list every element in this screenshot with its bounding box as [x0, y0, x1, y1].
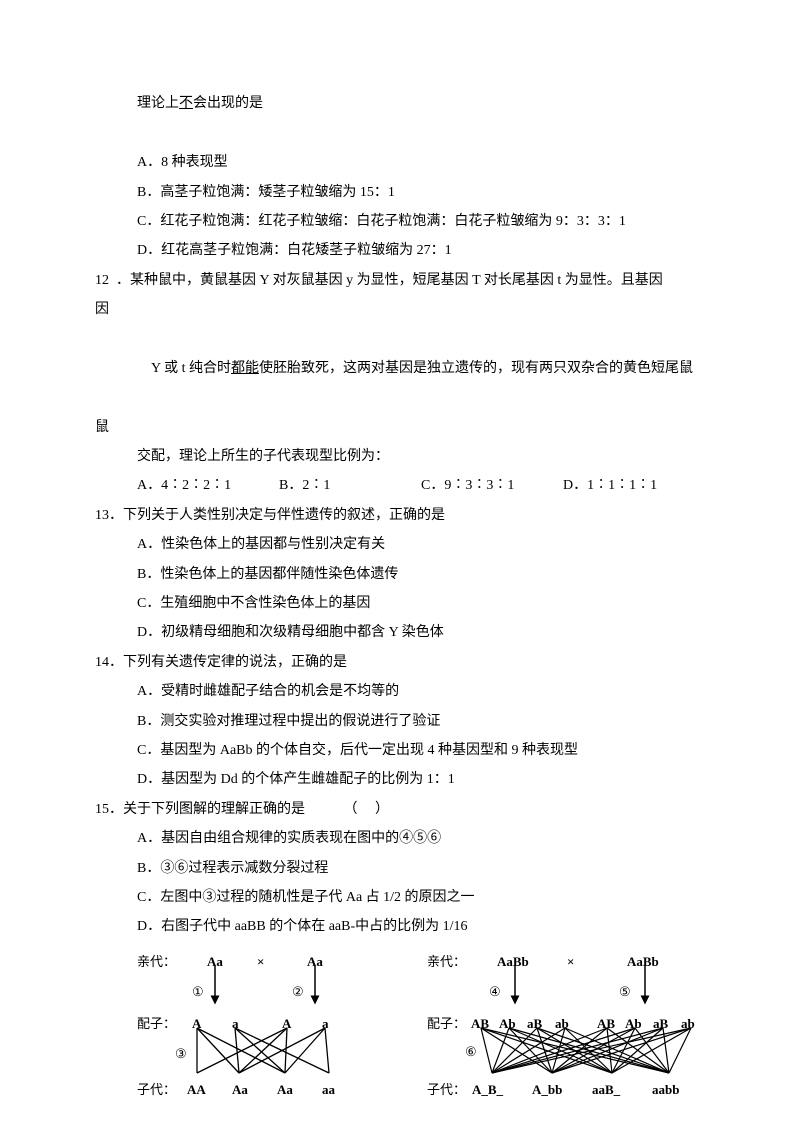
q15-opt-a: A．基因自由组合规律的实质表现在图中的④⑤⑥	[95, 824, 705, 853]
q-prev-opt-b: B．高茎子粒饱满：矮茎子粒皱缩为 15：1	[95, 178, 705, 207]
rg4: AB	[597, 1010, 615, 1037]
o2: Aa	[277, 1076, 293, 1103]
label-n1: ①	[192, 978, 204, 1005]
o3: aa	[322, 1076, 335, 1103]
label-p1-r: AaBb	[497, 948, 529, 975]
diagram-left: 亲代： Aa × Aa ① ② 配子： A a A a ③ 子代： AA Aa …	[137, 948, 387, 1098]
ro0: A_B_	[472, 1076, 503, 1103]
label-parent: 亲代：	[137, 948, 176, 975]
g2: A	[282, 1010, 291, 1037]
q12-opt-d: D．1∶1∶1∶1	[563, 471, 705, 500]
q13-opt-d: D．初级精母细胞和次级精母细胞中都含 Y 染色体	[95, 618, 705, 647]
text-underline: 不	[179, 96, 193, 111]
ro1: A_bb	[532, 1076, 562, 1103]
label-parent-r: 亲代：	[427, 948, 466, 975]
q14-opt-b: B．测交实验对推理过程中提出的假说进行了验证	[95, 707, 705, 736]
text: Y 或 t 纯合时	[151, 361, 231, 376]
rg6: aB	[653, 1010, 668, 1037]
label-n3: ③	[175, 1040, 187, 1067]
q-prev-stem-cont: 理论上不会出现的是	[95, 60, 705, 148]
q12-opt-c: C．9∶3∶3∶1	[421, 471, 563, 500]
q12-options-row: A．4∶2∶2∶1 B．2∶1 C．9∶3∶3∶1 D．1∶1∶1∶1	[95, 471, 705, 500]
rg5: Ab	[625, 1010, 642, 1037]
text-underline: 都能	[231, 361, 259, 376]
rg1: Ab	[499, 1010, 516, 1037]
label-gamete-r: 配子：	[427, 1010, 466, 1037]
label-n4: ④	[489, 978, 501, 1005]
q14-opt-a: A．受精时雌雄配子结合的机会是不均等的	[95, 677, 705, 706]
label-mult: ×	[257, 948, 264, 975]
label-gamete: 配子：	[137, 1010, 176, 1037]
document-page: 理论上不会出现的是 A．8 种表现型 B．高茎子粒饱满：矮茎子粒皱缩为 15：1…	[0, 0, 800, 1138]
text: 使胚胎致死，这两对基因是独立遗传的，现有两只双杂合的黄色短尾鼠	[259, 361, 693, 376]
q15-stem: 15．关于下列图解的理解正确的是 （ ）	[95, 795, 705, 824]
label-n2: ②	[292, 978, 304, 1005]
q13-stem: 13．下列关于人类性别决定与伴性遗传的叙述，正确的是	[95, 501, 705, 530]
rg0: AB	[471, 1010, 489, 1037]
q13-opt-b: B．性染色体上的基因都伴随性染色体遗传	[95, 560, 705, 589]
q15-opt-b: B．③⑥过程表示减数分裂过程	[95, 854, 705, 883]
label-p2-r: AaBb	[627, 948, 659, 975]
text: 理论上	[137, 96, 179, 111]
q15-opt-c: C．左图中③过程的随机性是子代 Aa 占 1/2 的原因之一	[95, 883, 705, 912]
q14-opt-d: D．基因型为 Dd 的个体产生雌雄配子的比例为 1：1	[95, 765, 705, 794]
q14-opt-c: C．基因型为 AaBb 的个体自交，后代一定出现 4 种基因型和 9 种表现型	[95, 736, 705, 765]
g3: a	[322, 1010, 329, 1037]
q15-opt-d: D．右图子代中 aaBB 的个体在 aaB-中占的比例为 1/16	[95, 912, 705, 941]
label-p2: Aa	[307, 948, 323, 975]
ro2: aaB_	[592, 1076, 620, 1103]
label-mult-r: ×	[567, 948, 574, 975]
g1: a	[232, 1010, 239, 1037]
q12-gap-line: 因	[95, 295, 705, 324]
o0: AA	[187, 1076, 206, 1103]
label-offspring-r: 子代：	[427, 1076, 466, 1103]
rg3: ab	[555, 1010, 569, 1037]
q-prev-opt-a: A．8 种表现型	[95, 148, 705, 177]
q-prev-opt-c: C．红花子粒饱满：红花子粒皱缩：白花子粒饱满：白花子粒皱缩为 9：3：3：1	[95, 207, 705, 236]
ro3: aabb	[652, 1076, 679, 1103]
label-p1: Aa	[207, 948, 223, 975]
q-prev-opt-d: D．红花高茎子粒饱满：白花矮茎子粒皱缩为 27：1	[95, 236, 705, 265]
q15-diagrams: 亲代： Aa × Aa ① ② 配子： A a A a ③ 子代： AA Aa …	[95, 948, 705, 1098]
diagram-right: 亲代： AaBb × AaBb ④ ⑤ 配子： AB Ab aB ab AB A…	[427, 948, 737, 1098]
rg7: ab	[681, 1010, 695, 1037]
label-n5: ⑤	[619, 978, 631, 1005]
text: 会出现的是	[193, 96, 263, 111]
g0: A	[192, 1010, 201, 1037]
q12-stem-1: 12 ．某种鼠中，黄鼠基因 Y 对灰鼠基因 y 为显性，短尾基因 T 对长尾基因…	[95, 266, 705, 295]
q14-stem: 14．下列有关遗传定律的说法，正确的是	[95, 648, 705, 677]
label-n6: ⑥	[465, 1038, 477, 1065]
rg2: aB	[527, 1010, 542, 1037]
label-offspring: 子代：	[137, 1076, 176, 1103]
q12-stem-2: Y 或 t 纯合时都能使胚胎致死，这两对基因是独立遗传的，现有两只双杂合的黄色短…	[95, 325, 705, 413]
o1: Aa	[232, 1076, 248, 1103]
q12-opt-b: B．2∶1	[279, 471, 421, 500]
q12-stem-3: 交配，理论上所生的子代表现型比例为：	[95, 442, 705, 471]
q13-opt-a: A．性染色体上的基因都与性别决定有关	[95, 530, 705, 559]
q12-gap-line-2: 鼠	[95, 413, 705, 442]
q12-opt-a: A．4∶2∶2∶1	[137, 471, 279, 500]
q13-opt-c: C．生殖细胞中不含性染色体上的基因	[95, 589, 705, 618]
